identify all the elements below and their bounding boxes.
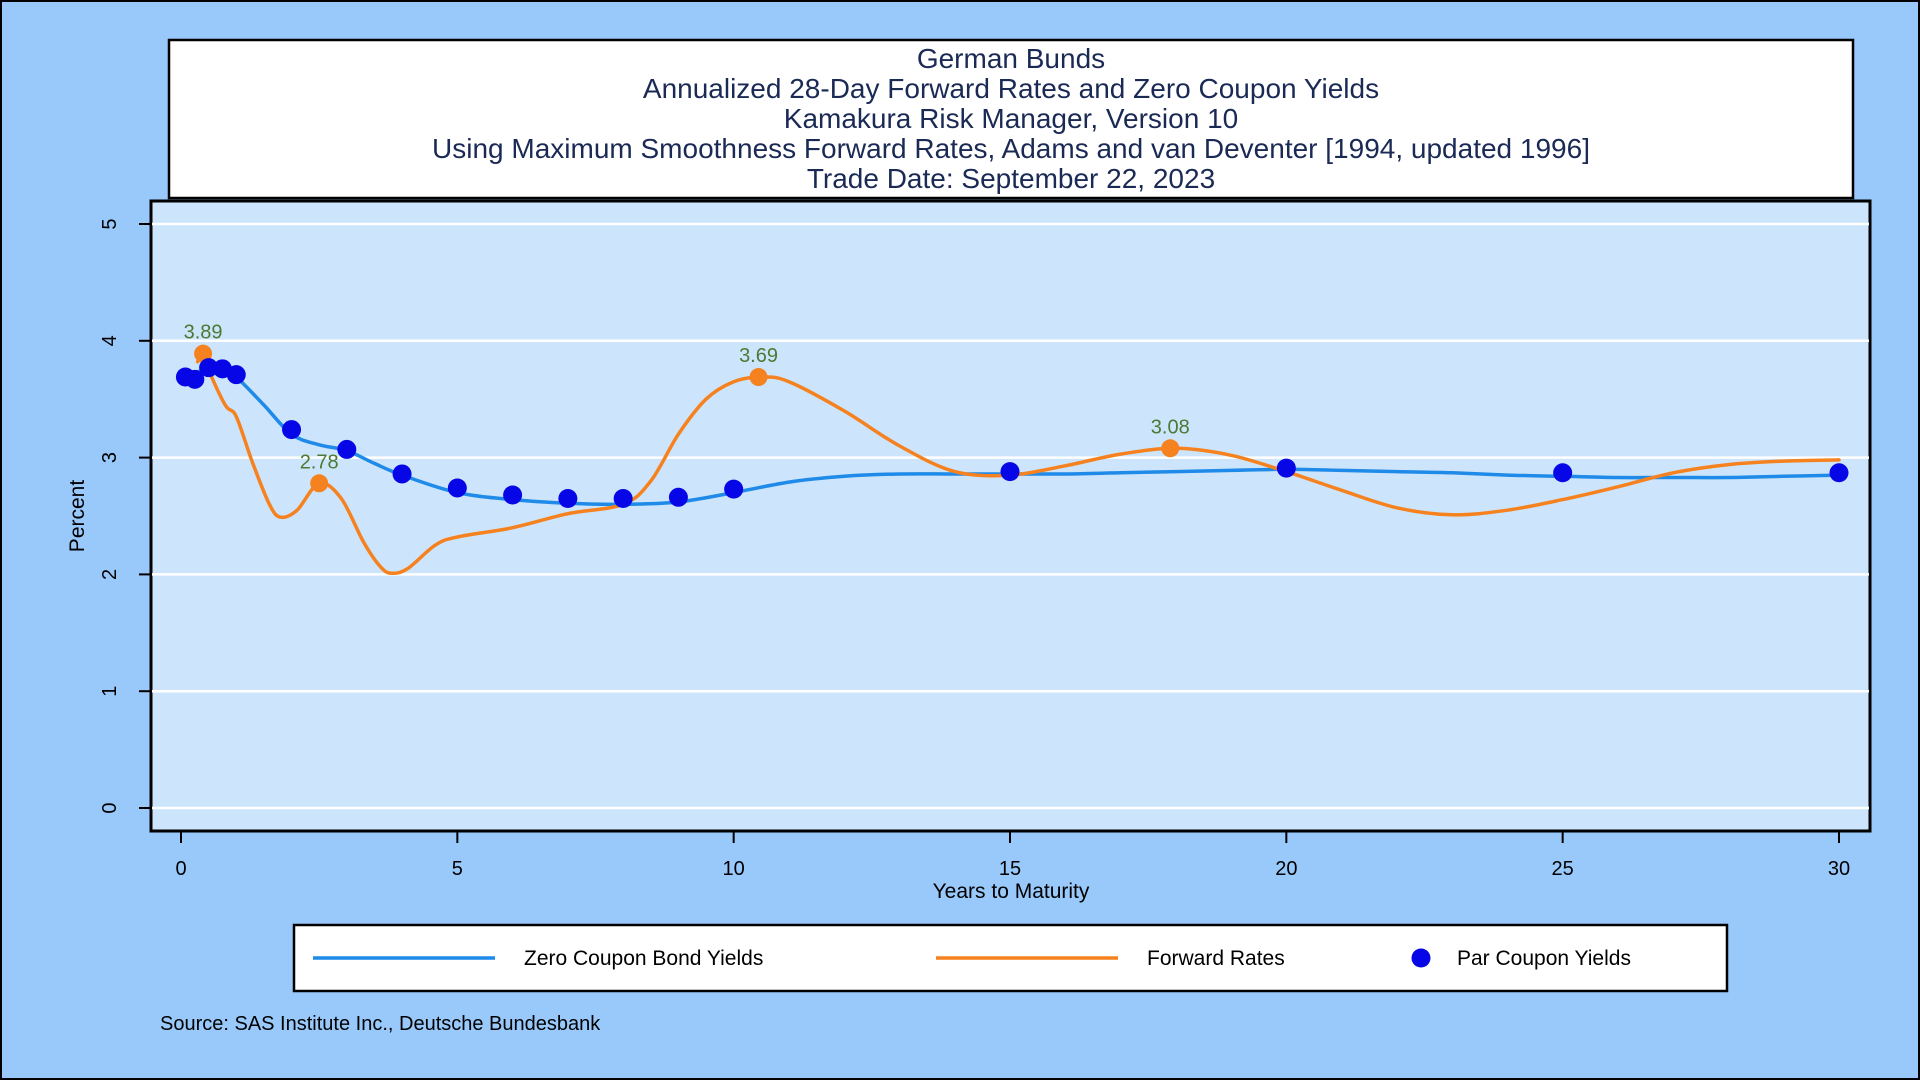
title-box — [167, 38, 1855, 200]
par-coupon-point-16 — [1553, 463, 1573, 483]
y-tick-label-1: 1 — [99, 686, 121, 697]
forward-rates-line — [195, 351, 1841, 576]
x-axis: 0 5 10 15 20 25 30 — [175, 831, 1850, 880]
legend-label-par-coupon-yields: Par Coupon Yields — [1457, 947, 1631, 970]
y-tick-label-2: 2 — [99, 569, 121, 580]
title-line-3: Kamakura Risk Manager, Version 10 — [784, 103, 1238, 134]
title-line-1: German Bunds — [917, 43, 1105, 74]
x-tick-label-10: 10 — [723, 858, 745, 880]
y-tick-label-4: 4 — [99, 335, 121, 346]
par-coupon-point-4 — [226, 365, 246, 385]
par-coupon-point-12 — [668, 487, 688, 507]
forward-rate-label-2: 3.69 — [739, 345, 778, 367]
par-coupon-point-8 — [447, 478, 467, 498]
par-coupon-point-7 — [392, 464, 412, 484]
source-note: Source: SAS Institute Inc., Deutsche Bun… — [160, 1013, 601, 1035]
par-coupon-point-6 — [337, 439, 357, 459]
forward-rate-label-0: 3.89 — [184, 322, 223, 344]
x-tick-label-20: 20 — [1275, 858, 1297, 880]
par-coupon-point-1 — [185, 369, 205, 389]
legend-swatch-par-coupon-yields — [1411, 948, 1431, 968]
y-tick-label-5: 5 — [99, 218, 121, 229]
legend-label-forward-rates: Forward Rates — [1147, 947, 1285, 970]
par-coupon-point-13 — [724, 479, 744, 499]
forward-rate-label-3: 3.08 — [1151, 416, 1190, 438]
legend-label-zero-coupon-bond-yields: Zero Coupon Bond Yields — [524, 947, 763, 970]
y-axis: 0 1 2 3 4 5 — [99, 218, 151, 814]
forward-rate-marker-2 — [749, 368, 768, 387]
title-line-5: Trade Date: September 22, 2023 — [807, 163, 1215, 194]
par-coupon-point-2 — [199, 358, 219, 378]
x-tick-label-0: 0 — [175, 858, 186, 880]
grid — [152, 222, 1869, 810]
par-coupon-point-14 — [1000, 462, 1020, 482]
data-labels: 3.89 2.78 3.69 3.08 — [184, 322, 1190, 474]
par-coupon-point-15 — [1276, 458, 1296, 478]
y-tick-label-0: 0 — [99, 802, 121, 813]
chart-title: German Bunds Annualized 28-Day Forward R… — [432, 43, 1590, 194]
forward-rate-marker-1 — [310, 474, 329, 493]
title-line-4: Using Maximum Smoothness Forward Rates, … — [432, 133, 1590, 164]
legend: Zero Coupon Bond Yields Forward Rates Par … — [313, 947, 1631, 970]
x-tick-label-5: 5 — [452, 858, 463, 880]
forward-rate-label-1: 2.78 — [300, 451, 339, 473]
par-coupon-point-9 — [503, 485, 523, 505]
forward-rate-marker-3 — [1161, 439, 1180, 458]
y-axis-title: Percent — [66, 480, 89, 553]
title-line-2: Annualized 28-Day Forward Rates and Zero… — [643, 73, 1379, 104]
y-tick-label-3: 3 — [99, 452, 121, 463]
x-tick-label-25: 25 — [1552, 858, 1574, 880]
par-coupon-point-11 — [613, 488, 633, 508]
par-coupon-point-17 — [1829, 463, 1849, 483]
x-tick-label-15: 15 — [999, 858, 1021, 880]
par-coupon-point-10 — [558, 488, 578, 508]
par-coupon-point-5 — [282, 420, 302, 440]
series-layer — [175, 344, 1849, 576]
x-axis-title: Years to Maturity — [933, 880, 1090, 903]
forward-rate-marker-0 — [194, 344, 213, 363]
x-tick-label-30: 30 — [1828, 858, 1850, 880]
plot-area — [149, 199, 1872, 833]
